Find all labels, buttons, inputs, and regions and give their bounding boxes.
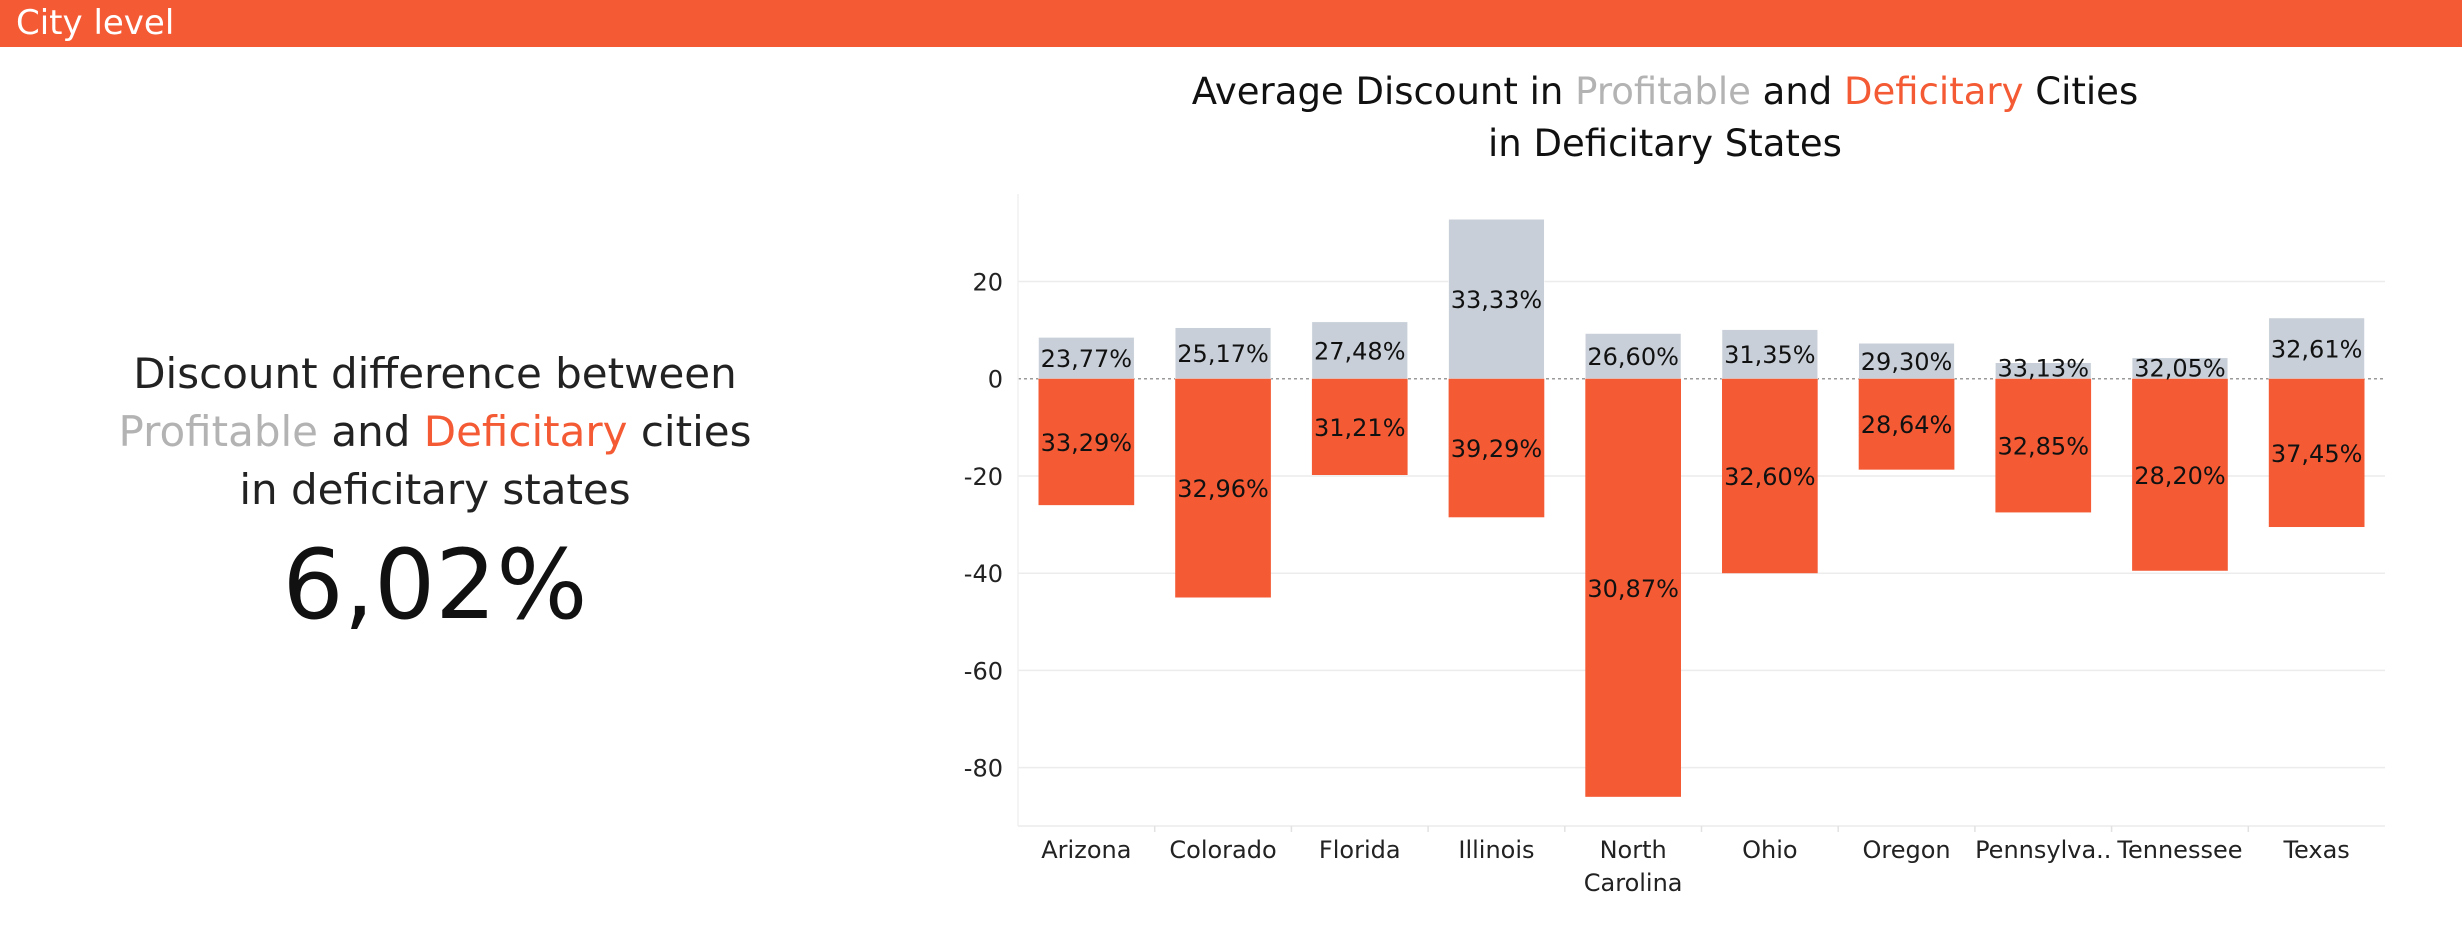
- kpi-caption-profitable: Profitable: [118, 407, 318, 456]
- data-label-deficitary: 28,20%: [2134, 462, 2226, 490]
- kpi-caption-deficitary: Deficitary: [423, 407, 628, 456]
- x-tick-label: Oregon: [1862, 836, 1950, 864]
- header-title: City level: [16, 3, 175, 43]
- x-tick-label: Colorado: [1169, 836, 1276, 864]
- y-tick-label: 20: [972, 269, 1003, 297]
- x-tick-label: Illinois: [1458, 836, 1534, 864]
- data-label-profitable: 25,17%: [1177, 340, 1269, 368]
- x-tick-label: Florida: [1319, 836, 1401, 864]
- y-tick-label: 0: [988, 366, 1003, 394]
- bar-profitable: [1311, 321, 1408, 379]
- x-tick-label: Pennsylva..: [1975, 836, 2111, 864]
- kpi-caption-and: and: [331, 407, 411, 456]
- y-tick-label: -80: [964, 755, 1003, 783]
- chart-title: Average Discount in Profitable and Defic…: [1020, 66, 2310, 170]
- kpi-caption-line3: in deficitary states: [239, 465, 631, 514]
- x-tick-label: Arizona: [1041, 836, 1131, 864]
- data-label-deficitary: 32,96%: [1177, 475, 1269, 503]
- bar-deficitary: [2132, 378, 2228, 571]
- data-label-deficitary: 39,29%: [1451, 435, 1543, 463]
- chart-title-deficitary: Deficitary: [1844, 70, 2024, 113]
- y-tick-label: -20: [964, 463, 1003, 491]
- bar-deficitary: [1038, 378, 1135, 506]
- data-label-deficitary: 28,64%: [1861, 411, 1953, 439]
- data-label-profitable: 23,77%: [1041, 345, 1133, 373]
- data-label-profitable: 31,35%: [1724, 341, 1816, 369]
- kpi-panel: Discount difference between Profitable a…: [60, 345, 810, 645]
- data-label-profitable: 33,13%: [1997, 355, 2089, 383]
- data-label-profitable: 27,48%: [1314, 337, 1406, 365]
- bar-deficitary: [1995, 378, 2092, 513]
- chart-title-and: and: [1762, 70, 1833, 113]
- bar-profitable: [1174, 327, 1272, 379]
- x-tick-label: North: [1600, 836, 1667, 864]
- chart-title-profitable: Profitable: [1575, 70, 1751, 113]
- kpi-caption: Discount difference between Profitable a…: [60, 345, 810, 519]
- kpi-caption-cities: cities: [640, 407, 752, 456]
- bar-deficitary: [1858, 378, 1955, 470]
- data-label-deficitary: 37,45%: [2271, 440, 2363, 468]
- chart-title-part2: Cities: [2035, 70, 2139, 113]
- data-label-profitable: 32,61%: [2271, 335, 2363, 363]
- bar-profitable: [2268, 317, 2365, 379]
- chart-title-part1: Average Discount in: [1191, 70, 1564, 113]
- header-bar: City level: [0, 0, 2462, 47]
- data-label-deficitary: 32,60%: [1724, 463, 1816, 491]
- data-label-deficitary: 33,29%: [1041, 429, 1133, 457]
- bar-profitable: [1448, 219, 1545, 379]
- bar-deficitary: [1448, 378, 1545, 518]
- bar-deficitary: [2268, 378, 2365, 528]
- y-tick-label: -40: [964, 560, 1003, 588]
- data-label-deficitary: 32,85%: [1997, 433, 2089, 461]
- data-label-deficitary: 31,21%: [1314, 414, 1406, 442]
- data-label-profitable: 29,30%: [1861, 348, 1953, 376]
- chart-title-line2: in Deficitary States: [1488, 122, 1842, 165]
- bar-deficitary: [1585, 378, 1681, 797]
- bar-profitable: [2131, 357, 2229, 379]
- kpi-caption-line1: Discount difference between: [133, 349, 737, 398]
- data-label-deficitary: 30,87%: [1587, 575, 1679, 603]
- kpi-caption-line2: Profitable and Deficitary cities: [60, 403, 810, 461]
- x-tick-label: Ohio: [1742, 836, 1797, 864]
- bar-deficitary: [1311, 378, 1408, 475]
- bar-profitable: [1038, 337, 1135, 379]
- x-tick-label: Carolina: [1584, 869, 1683, 897]
- chart-title-line1: Average Discount in Profitable and Defic…: [1020, 66, 2310, 118]
- x-tick-label: Tennessee: [2116, 836, 2242, 864]
- bar-deficitary: [1722, 378, 1818, 574]
- bar-profitable: [1858, 342, 1955, 379]
- bar-profitable: [1585, 333, 1682, 379]
- bar-deficitary: [1175, 378, 1271, 598]
- x-tick-label: Texas: [2282, 836, 2349, 864]
- kpi-value: 6,02%: [282, 529, 588, 641]
- data-label-profitable: 26,60%: [1587, 343, 1679, 371]
- bar-profitable: [1721, 329, 1818, 379]
- data-label-profitable: 32,05%: [2134, 355, 2226, 383]
- y-tick-label: -60: [964, 657, 1003, 685]
- data-label-profitable: 33,33%: [1451, 286, 1543, 314]
